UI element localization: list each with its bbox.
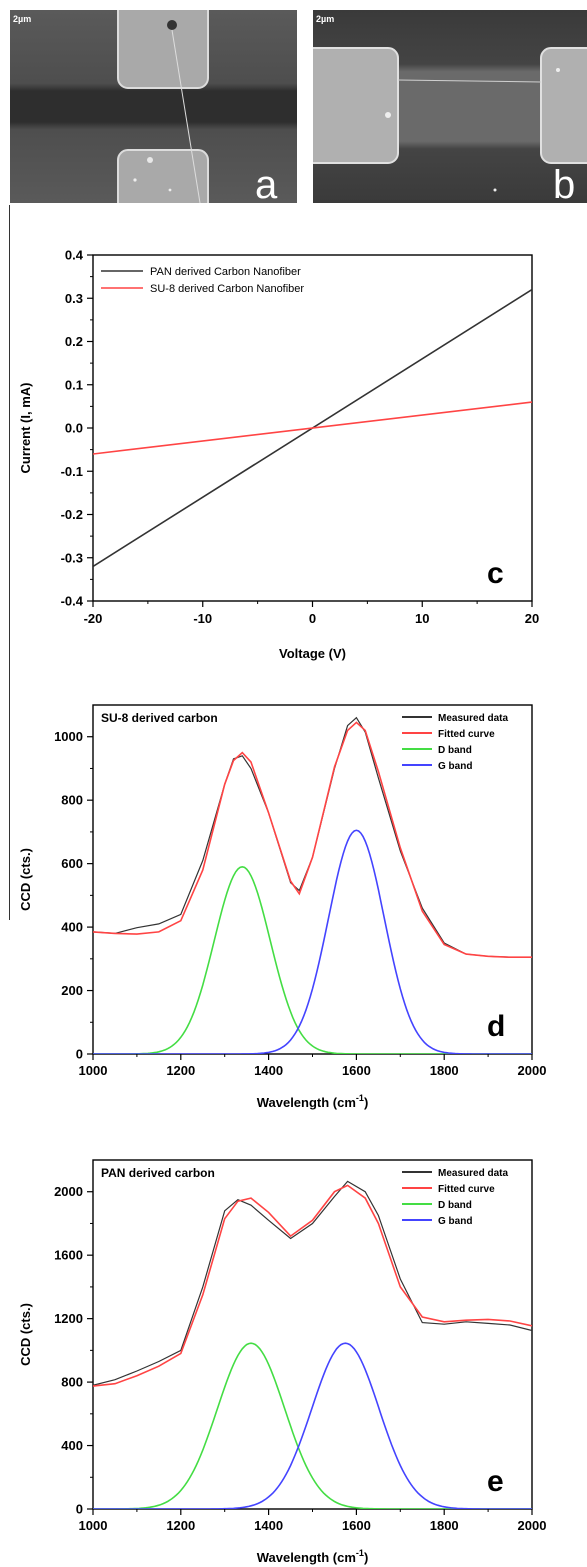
- panel-letter-b: b: [553, 163, 575, 203]
- x-tick-label: 1400: [254, 1518, 283, 1533]
- panel-letter-a: a: [255, 163, 278, 203]
- legend-label: D band: [438, 1200, 472, 1211]
- series-line-g-band: [93, 1342, 532, 1509]
- sem-image-b: 2µm b: [313, 10, 587, 203]
- x-axis-label: Voltage (V): [279, 646, 346, 661]
- x-tick-label: 1600: [342, 1518, 371, 1533]
- x-tick-label: 1800: [430, 1063, 459, 1078]
- plot-frame: [92, 704, 533, 1055]
- series-line-g-band: [93, 829, 532, 1054]
- y-axis-label: Current (I, mA): [18, 383, 33, 474]
- sem-a-scale-label: 2µm: [13, 14, 31, 24]
- y-tick-label: 1600: [54, 1248, 83, 1263]
- y-tick-label: 0.4: [65, 248, 84, 263]
- y-tick-label: 800: [61, 793, 83, 808]
- x-tick-label: 2000: [518, 1518, 547, 1533]
- chart-title: PAN derived carbon: [101, 1166, 215, 1180]
- plot-frame: [92, 1159, 533, 1510]
- y-tick-label: 200: [61, 983, 83, 998]
- panel-letter-e: e: [487, 1465, 504, 1498]
- legend-label: G band: [438, 1216, 472, 1227]
- y-tick-label: -0.4: [61, 594, 84, 609]
- legend-label: D band: [438, 745, 472, 756]
- series-line-measured-data: [93, 1180, 532, 1386]
- y-tick-label: 0.2: [65, 334, 83, 349]
- legend-label: Fitted curve: [438, 729, 495, 740]
- x-tick-label: 1400: [254, 1063, 283, 1078]
- x-axis-label: Wavelength (cm-1): [257, 1093, 369, 1110]
- y-tick-label: 1000: [54, 729, 83, 744]
- raman-pan-chart: 1000 1200 1400 1600 1800 2000 0 400 800 1200 1600 2…: [18, 1159, 547, 1565]
- legend-label: Fitted curve: [438, 1184, 495, 1195]
- legend-label: Measured data: [438, 1168, 508, 1179]
- sem-image-a: 2µm a: [10, 10, 297, 203]
- y-tick-label: 0: [76, 1502, 83, 1517]
- sem-b-scale-label: 2µm: [316, 14, 334, 24]
- y-tick-label: 0.1: [65, 377, 83, 392]
- series-line-su-8-derived-carbon-nanofiber: [93, 401, 532, 455]
- iv-chart: -20 -10 0 10 20 -0.4 -0.3 -0.2 -0.1 0.0 0.1 0.2 0.3 0…: [18, 248, 539, 662]
- series-line-d-band: [93, 865, 532, 1054]
- y-tick-label: 800: [61, 1375, 83, 1390]
- x-tick-label: 1200: [166, 1063, 195, 1078]
- x-tick-label: 20: [525, 611, 539, 626]
- y-tick-label: 0: [76, 1047, 83, 1062]
- panel-letter-c: c: [487, 557, 504, 590]
- x-tick-label: 1000: [79, 1518, 108, 1533]
- x-tick-label: 1200: [166, 1518, 195, 1533]
- x-tick-label: -10: [193, 611, 212, 626]
- series-line-d-band: [93, 1342, 532, 1509]
- panel-letter-d: d: [487, 1010, 505, 1043]
- y-axis-label: CCD (cts.): [18, 1303, 33, 1366]
- chart-title: SU-8 derived carbon: [101, 711, 218, 725]
- legend-label: PAN derived Carbon Nanofiber: [150, 266, 301, 278]
- x-tick-label: 2000: [518, 1063, 547, 1078]
- y-tick-label: 0.3: [65, 291, 83, 306]
- y-tick-label: 0.0: [65, 421, 83, 436]
- legend-label: SU-8 derived Carbon Nanofiber: [150, 283, 304, 295]
- x-tick-label: 10: [415, 611, 429, 626]
- legend-label: Measured data: [438, 713, 508, 724]
- x-tick-label: 1600: [342, 1063, 371, 1078]
- series-line-fitted-curve: [93, 721, 532, 958]
- legend-label: G band: [438, 761, 472, 772]
- y-tick-label: 400: [61, 920, 83, 935]
- y-tick-label: -0.2: [61, 507, 83, 522]
- x-tick-label: -20: [84, 611, 103, 626]
- y-tick-label: 400: [61, 1438, 83, 1453]
- y-tick-label: -0.3: [61, 550, 83, 565]
- divider-line: [9, 205, 10, 920]
- series-line-fitted-curve: [93, 1184, 532, 1387]
- y-tick-label: 600: [61, 856, 83, 871]
- raman-su8-chart: 1000 1200 1400 1600 1800 2000 0 200 400 600 800 100…: [18, 704, 547, 1110]
- y-axis-label: CCD (cts.): [18, 848, 33, 911]
- y-tick-label: 2000: [54, 1184, 83, 1199]
- x-tick-label: 0: [309, 611, 316, 626]
- x-tick-label: 1800: [430, 1518, 459, 1533]
- x-axis-label: Wavelength (cm-1): [257, 1548, 369, 1565]
- y-tick-label: 1200: [54, 1311, 83, 1326]
- y-tick-label: -0.1: [61, 464, 83, 479]
- x-tick-label: 1000: [79, 1063, 108, 1078]
